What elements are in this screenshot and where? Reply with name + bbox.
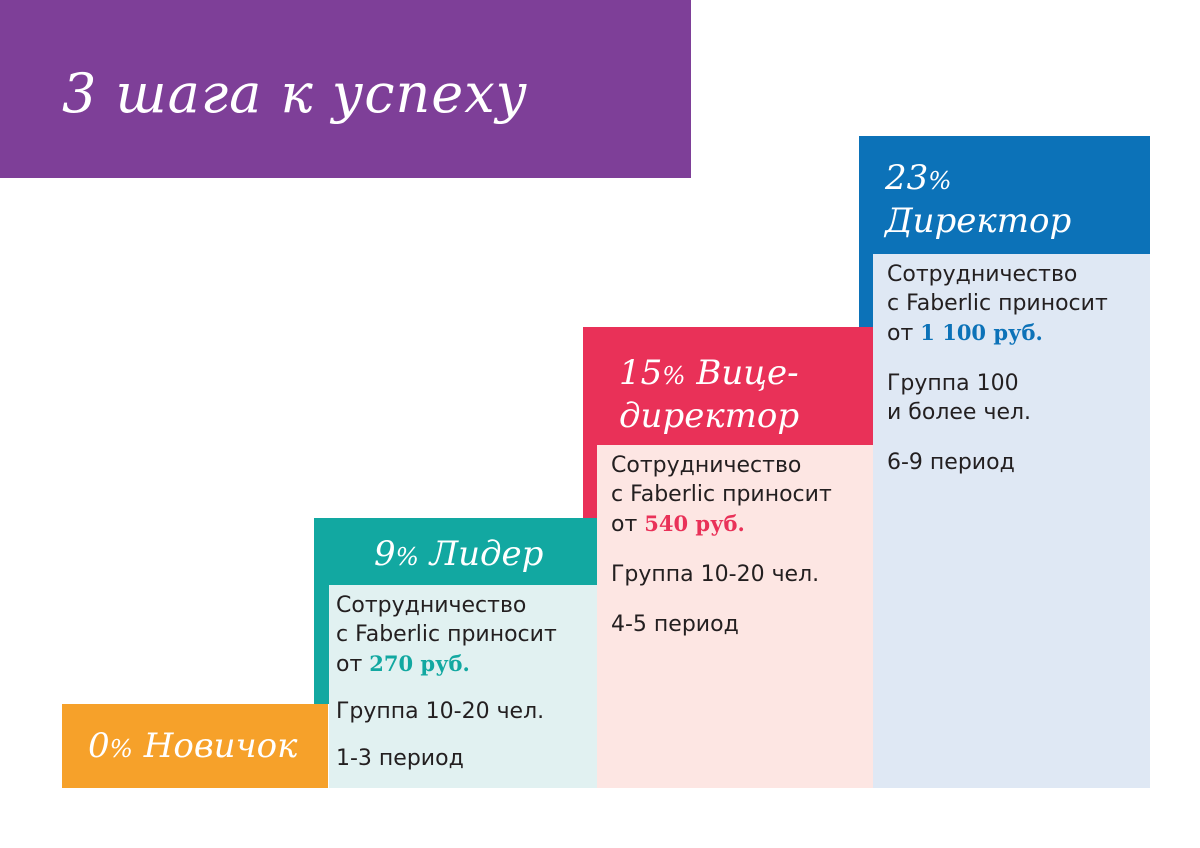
step-leader-label: 9% Лидер [374,534,543,574]
income-line-3: от 1 100 руб. [887,318,1108,348]
income-amount: 270 руб. [369,651,470,676]
title-banner: 3 шага к успеху [0,0,691,178]
step-vice-director-body: Сотрудничество с Faberlic приносит от 54… [597,445,873,788]
income-amount: 540 руб. [644,511,745,536]
income-from: от [336,652,363,677]
step-vice-director-title-a: Вице- [696,353,799,393]
step-leader-header: 9% Лидер [314,518,597,588]
percent-sign: % [928,166,952,195]
step-director-text: Сотрудничество с Faberlic приносит от 1 … [887,260,1108,477]
step-director-percent: 23 [885,158,929,198]
step-director-stem [859,254,873,327]
group-size: Группа 10-20 чел. [336,699,545,724]
step-novice-label: 0% Новичок [88,726,297,766]
page-title: 3 шага к успеху [62,62,529,125]
percent-sign: % [109,734,133,763]
step-vice-director-stem [583,445,597,518]
group-size: Группа 10-20 чел. [611,562,820,587]
period: 4-5 период [611,612,739,637]
step-leader-title: Лидер [429,534,544,574]
step-leader-percent: 9 [374,534,396,574]
income-amount: 1 100 руб. [920,320,1043,345]
income-line-2: с Faberlic приносит [336,622,557,647]
income-from: от [887,321,914,346]
income-line-1: Сотрудничество [611,453,802,478]
step-vice-director-title-b: директор [619,396,800,436]
income-line-2: с Faberlic приносит [611,482,832,507]
group-size-line-2: и более чел. [887,400,1032,425]
step-leader-stem [314,585,329,704]
step-leader-text: Сотрудничество с Faberlic приносит от 27… [336,591,557,773]
step-vice-director-text: Сотрудничество с Faberlic приносит от 54… [611,451,832,639]
step-vice-director-percent: 15 [619,353,663,393]
period: 1-3 период [336,746,464,771]
step-vice-director-label: 15% Вице- директор [619,353,799,436]
step-director-header: 23% Директор [859,136,1150,254]
step-leader-body: Сотрудничество с Faberlic приносит от 27… [329,585,597,788]
income-line-1: Сотрудничество [336,593,527,618]
step-director-body: Сотрудничество с Faberlic приносит от 1 … [873,254,1150,788]
step-vice-director-header: 15% Вице- директор [583,327,873,445]
step-director-title: Директор [885,201,1072,241]
step-novice: 0% Новичок [62,704,328,788]
income-line-3: от 270 руб. [336,649,557,679]
income-line-2: с Faberlic приносит [887,291,1108,316]
income-from: от [611,512,638,537]
percent-sign: % [662,361,686,390]
income-line-1: Сотрудничество [887,262,1078,287]
group-size-line-1: Группа 100 [887,371,1019,396]
percent-sign: % [395,542,419,571]
step-director-label: 23% Директор [885,158,1071,241]
income-line-3: от 540 руб. [611,509,832,539]
period: 6-9 период [887,450,1015,475]
step-novice-percent: 0 [88,726,110,766]
step-novice-title: Новичок [143,726,298,766]
